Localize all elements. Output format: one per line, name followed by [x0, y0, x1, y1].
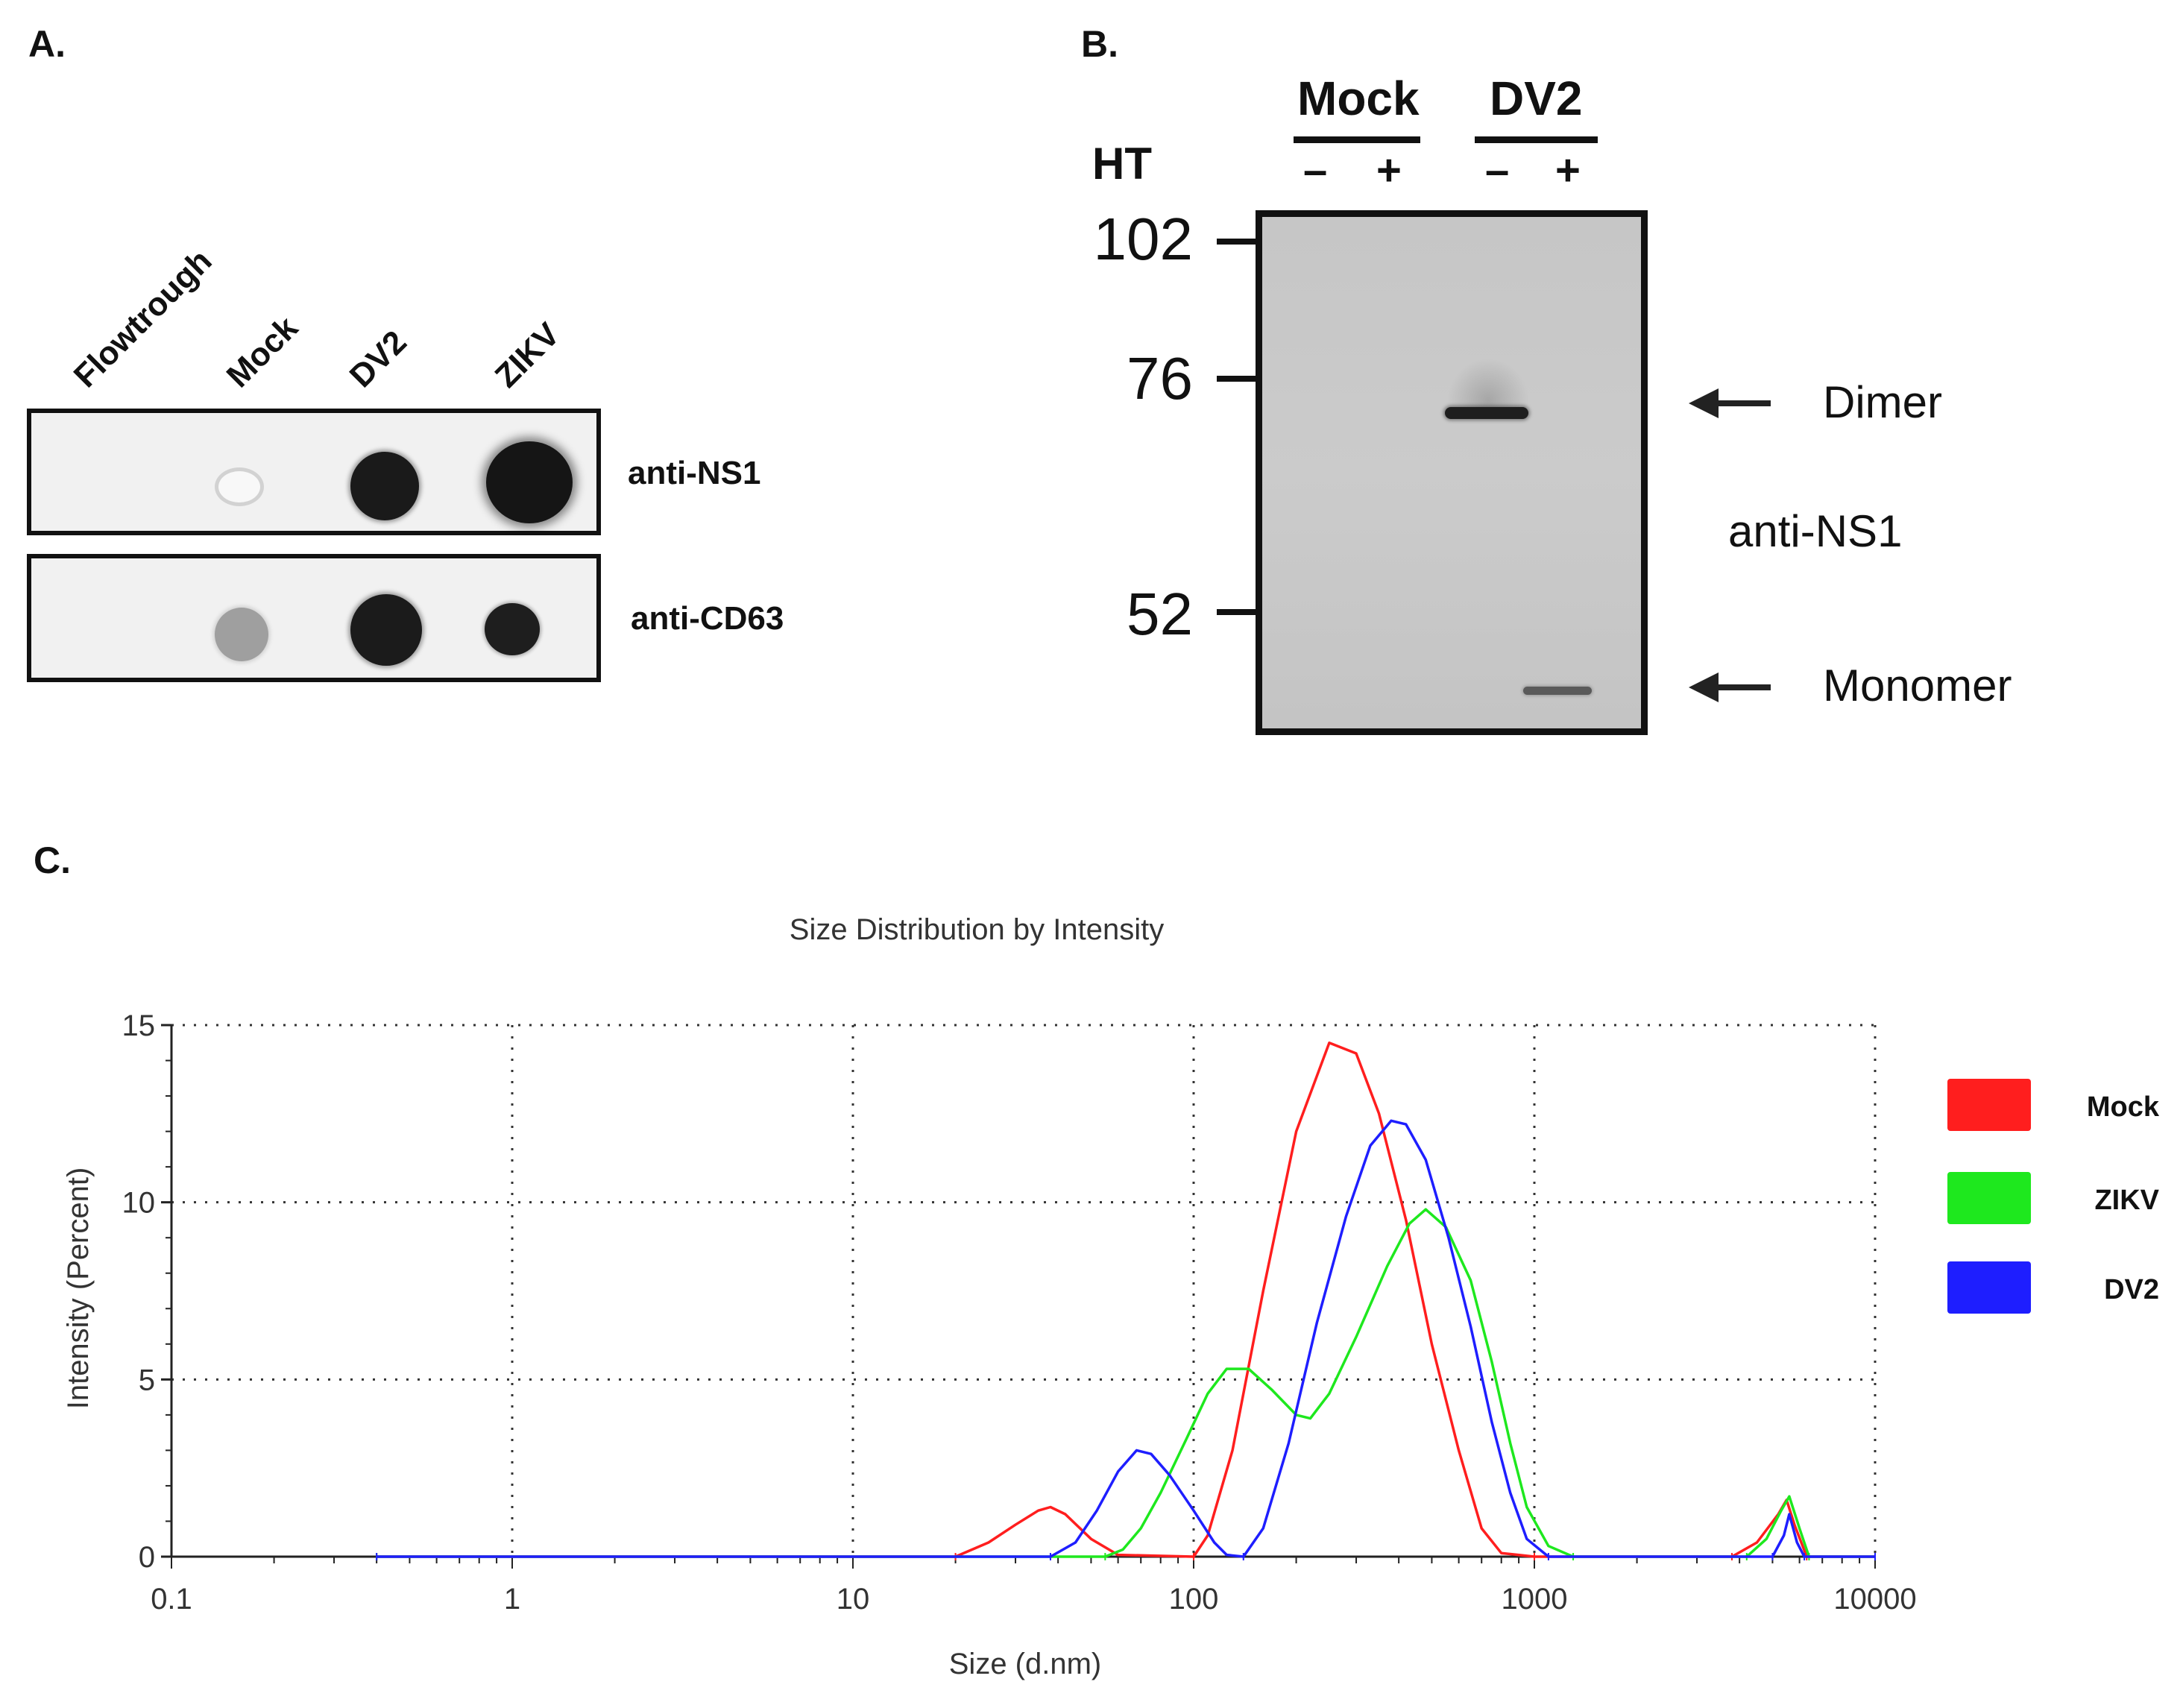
size-distribution-chart: Size Distribution by Intensity 0.1 1 10 100…: [62, 913, 2160, 1680]
dot-mock-ns1: [215, 467, 264, 506]
arrow-left-icon: [1689, 672, 1771, 702]
legend-label-dv2: DV2: [2104, 1274, 2159, 1305]
ht-label: HT: [1092, 139, 1152, 189]
legend-swatch-zikv: [1947, 1172, 2031, 1224]
lane-sign-4: +: [1555, 146, 1581, 195]
tick-labels: 0.1 1 10 100 1000 10000 0 5 10 15: [122, 1009, 1917, 1616]
dot-zikv-ns1: [486, 441, 573, 523]
x-axis-label: Size (d.nm): [949, 1648, 1102, 1680]
x-tick-label: 100: [1169, 1583, 1219, 1616]
dot-dv2-ns1: [350, 452, 419, 520]
mw-marker-52: 52: [1127, 581, 1193, 647]
x-tick-label: 0.1: [151, 1583, 192, 1616]
column-label-mock: Mock: [219, 309, 305, 395]
dot-mock-cd63: [215, 608, 268, 661]
arrow-left-icon: [1689, 388, 1771, 418]
dot-blot-row-cd63: [27, 554, 601, 682]
antibody-label-anti-ns1: anti-NS1: [1728, 506, 1903, 556]
mw-marker-102: 102: [1093, 206, 1193, 272]
series-line-mock: [377, 1041, 1875, 1558]
chart-title: Size Distribution by Intensity: [790, 913, 1164, 946]
series-lines: [376, 1041, 1876, 1560]
band-dimer: [1445, 407, 1528, 419]
x-tick-label: 10: [837, 1583, 870, 1616]
y-tick-label: 15: [122, 1009, 156, 1042]
dot-dv2-cd63: [350, 594, 422, 666]
panel-a-label: A.: [28, 23, 66, 65]
mw-tick-52: [1217, 609, 1256, 615]
dot-zikv-cd63: [485, 603, 540, 655]
mw-tick-102: [1217, 239, 1256, 245]
band-label-monomer: Monomer: [1823, 661, 2012, 710]
row-label-anti-ns1: anti-NS1: [628, 455, 761, 491]
group-label-mock: Mock: [1297, 72, 1420, 125]
axes: [161, 1024, 1876, 1569]
mw-tick-76: [1217, 376, 1256, 382]
column-label-zikv: ZIKV: [488, 315, 567, 395]
legend-label-mock: Mock: [2087, 1091, 2160, 1123]
series-line-zikv: [377, 1208, 1875, 1558]
lane-sign-2: +: [1376, 146, 1402, 195]
column-label-flowtrough: Flowtrough: [66, 242, 219, 395]
group-underline-dv2: [1475, 136, 1598, 143]
panel-b-label: B.: [1081, 23, 1118, 65]
band-label-dimer: Dimer: [1823, 377, 1942, 427]
legend-swatch-mock: [1947, 1079, 2031, 1131]
series-line-dv2: [377, 1119, 1875, 1558]
x-tick-label: 10000: [1833, 1583, 1916, 1616]
row-label-anti-cd63: anti-CD63: [631, 600, 784, 637]
y-tick-label: 10: [122, 1187, 156, 1220]
lane-sign-1: –: [1303, 146, 1328, 195]
legend-swatch-dv2: [1947, 1261, 2031, 1314]
y-tick-label: 5: [139, 1364, 155, 1396]
group-underline-mock: [1294, 136, 1420, 143]
legend: Mock ZIKV DV2: [1947, 1079, 2160, 1314]
dot-blot-row-ns1: [27, 409, 601, 535]
y-tick-label: 0: [139, 1541, 155, 1574]
mw-marker-76: 76: [1127, 345, 1193, 412]
western-blot: [1256, 210, 1648, 735]
x-tick-label: 1: [504, 1583, 520, 1616]
y-axis-label: Intensity (Percent): [62, 1167, 95, 1410]
lane-sign-3: –: [1485, 146, 1510, 195]
panel-c-label: C.: [34, 839, 71, 881]
column-label-dv2: DV2: [342, 324, 414, 395]
dimer-smear: [1447, 359, 1529, 411]
group-label-dv2: DV2: [1490, 72, 1583, 125]
legend-label-zikv: ZIKV: [2094, 1185, 2159, 1216]
grid-lines: [171, 1024, 1877, 1557]
x-tick-label: 1000: [1502, 1583, 1568, 1616]
band-monomer: [1523, 687, 1592, 695]
